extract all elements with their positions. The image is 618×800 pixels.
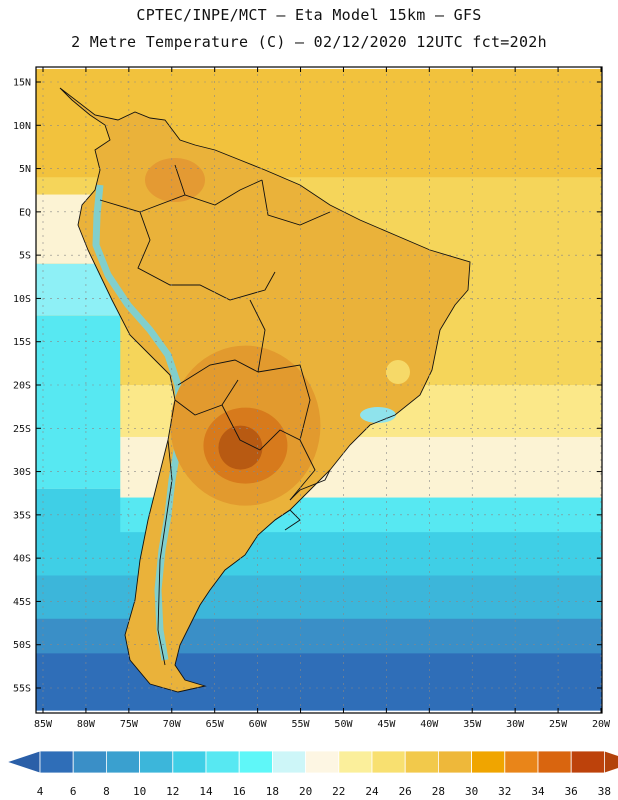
legend-label: 22 [332, 785, 345, 798]
lat-label: 45S [13, 597, 31, 608]
warm-area-north [145, 158, 205, 202]
ocean-band-12 [36, 575, 602, 620]
political-borders [59, 87, 471, 693]
lat-label: 5N [19, 164, 31, 175]
legend-bar [5, 750, 618, 774]
lat-label: 50S [13, 640, 31, 651]
legend-swatch [39, 750, 74, 774]
legend-swatch [305, 750, 340, 774]
chart-title-line2: 2 Metre Temperature (C) – 02/12/2020 12U… [71, 33, 547, 51]
ocean-band-8 [36, 618, 602, 655]
legend-swatch [570, 750, 605, 774]
legend-label: 16 [233, 785, 246, 798]
legend-label: 26 [399, 785, 412, 798]
lon-label: 20W [592, 719, 611, 730]
legend-label: 24 [365, 785, 379, 798]
legend-label: 4 [37, 785, 44, 798]
lon-label: 60W [249, 719, 268, 730]
ocean-band-18 [36, 497, 602, 534]
legend-label: 32 [498, 785, 511, 798]
lat-label: 15N [13, 78, 31, 89]
legend-label: 8 [103, 785, 110, 798]
legend-swatch [371, 750, 406, 774]
lat-label: 35S [13, 510, 31, 521]
legend-label: 30 [465, 785, 478, 798]
ocean-band-6 [36, 653, 602, 711]
lon-label: 80W [77, 719, 96, 730]
legend-label: 36 [565, 785, 578, 798]
map-frame [35, 66, 603, 714]
legend-label: 18 [266, 785, 279, 798]
lat-label: 55S [13, 684, 31, 695]
graticule [36, 67, 602, 713]
legend-label: 38 [598, 785, 611, 798]
ocean-band-14 [36, 532, 602, 577]
legend-high-arrow [604, 750, 618, 774]
heat-area-max [218, 425, 263, 470]
legend-swatch [504, 750, 539, 774]
lat-label: 30S [13, 467, 31, 478]
lat-label: 40S [13, 554, 31, 565]
pacific-temperature-field [36, 194, 121, 576]
lat-label: 25S [13, 424, 31, 435]
longitude-labels: 85W 80W 75W 70W 65W 60W 55W 50W 45W 40W 35W 30W 25W 2… [34, 719, 611, 730]
lon-label: 50W [334, 719, 353, 730]
chart-title-line1: CPTEC/INPE/MCT – Eta Model 15km – GFS [136, 6, 482, 24]
legend-swatch [106, 750, 141, 774]
lat-label: 5S [19, 251, 31, 262]
lon-label: 25W [549, 719, 568, 730]
lon-label: 85W [34, 719, 53, 730]
lon-label: 75W [120, 719, 139, 730]
legend-label: 28 [432, 785, 445, 798]
legend-swatch [537, 750, 572, 774]
legend-swatch [172, 750, 207, 774]
pacific-band-16 [36, 315, 121, 489]
legend-labels: 4 6 8 10 12 14 16 18 20 22 24 26 28 30 32 34 36 38 [37, 785, 611, 798]
legend-swatch [271, 750, 306, 774]
legend-swatch [205, 750, 240, 774]
legend-swatch [338, 750, 373, 774]
lon-label: 40W [420, 719, 439, 730]
legend-label: 34 [531, 785, 545, 798]
legend-label: 14 [199, 785, 213, 798]
lat-label: 10S [13, 294, 31, 305]
lat-label: 15S [13, 337, 31, 348]
cool-area-east-coast [360, 407, 396, 423]
lat-label: 20S [13, 381, 31, 392]
lon-label: 45W [377, 719, 396, 730]
legend-label: 6 [70, 785, 77, 798]
legend-swatch [72, 750, 107, 774]
lon-label: 70W [163, 719, 182, 730]
lon-label: 65W [206, 719, 225, 730]
lat-label: 10N [13, 121, 31, 132]
legend-low-arrow [5, 750, 41, 774]
legend-swatch [404, 750, 439, 774]
legend-label: 10 [133, 785, 146, 798]
cool-area-serra-do-mar [386, 360, 410, 384]
legend-swatch [139, 750, 174, 774]
legend-label: 20 [299, 785, 312, 798]
latitude-labels: 15N 10N 5N EQ 5S 10S 15S 20S 25S 30S 35S 40S 45S 50S 5… [13, 78, 31, 695]
lon-label: 55W [292, 719, 311, 730]
lon-label: 30W [506, 719, 525, 730]
color-legend: 4 6 8 10 12 14 16 18 20 22 24 26 28 30 32 34 36 38 [5, 750, 618, 798]
legend-label: 12 [166, 785, 179, 798]
temperature-map: 15N 10N 5N EQ 5S 10S 15S 20S 25S 30S 35S 40S 45S 50S 5… [13, 66, 611, 730]
lon-label: 35W [463, 719, 482, 730]
legend-swatch [238, 750, 273, 774]
lat-label: EQ [19, 207, 31, 218]
legend-swatch [437, 750, 472, 774]
legend-swatch [471, 750, 506, 774]
pacific-band-14 [36, 488, 121, 576]
